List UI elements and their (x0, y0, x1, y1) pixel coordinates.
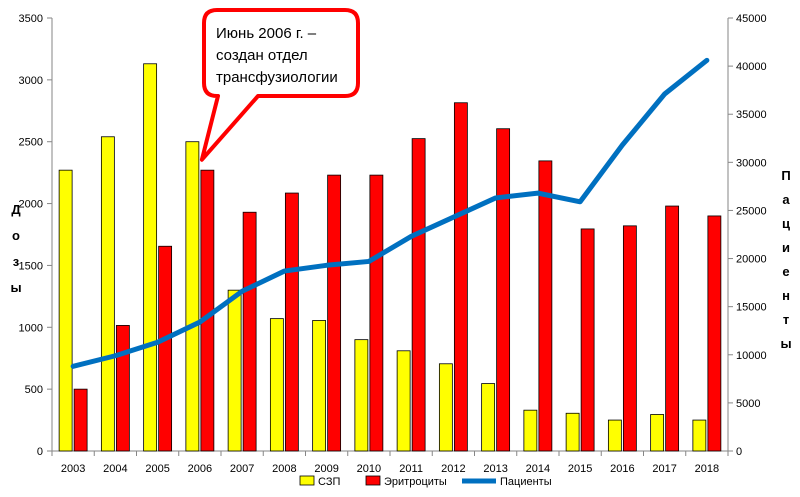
legend: СЗП Эритроциты Пациенты (299, 475, 552, 488)
bar-erythrocytes (707, 215, 722, 452)
axis-title-letter: о (12, 228, 20, 243)
x-tick-label: 2013 (483, 463, 507, 475)
bar-szp (565, 412, 580, 452)
bar-erythrocytes (496, 128, 511, 452)
bar-szp (523, 409, 538, 452)
bar-erythrocytes (73, 388, 88, 452)
patients-line-layer (70, 57, 710, 369)
left-tick-label: 3500 (19, 13, 43, 25)
bar-szp (481, 383, 496, 452)
x-tick-label: 2010 (357, 463, 381, 475)
legend-label: Эритроциты (384, 476, 447, 488)
right-tick-label: 5000 (736, 398, 760, 410)
right-tick-label: 15000 (736, 302, 767, 314)
right-tick-label: 0 (736, 446, 742, 458)
bar-erythrocytes (665, 205, 680, 452)
x-tick-label: 2004 (103, 463, 127, 475)
left-tick-label: 500 (25, 384, 43, 396)
x-tick-label: 2015 (568, 463, 592, 475)
bar-szp (58, 169, 73, 452)
patients-line (70, 57, 710, 369)
left-tick-label: 0 (37, 446, 43, 458)
legend-label: СЗП (318, 476, 340, 488)
x-tick-label: 2018 (695, 463, 719, 475)
left-tick-label: 1500 (19, 260, 43, 272)
callout-text-line: создан отдел (216, 47, 308, 64)
callout-text-line: Июнь 2006 г. – (216, 25, 317, 42)
legend-label: Пациенты (500, 476, 552, 488)
bar-erythrocytes (115, 325, 130, 452)
x-tick-label: 2006 (188, 463, 212, 475)
bar-szp (100, 136, 115, 452)
right-tick-label: 40000 (736, 61, 767, 73)
bar-erythrocytes (327, 174, 342, 452)
bars (58, 63, 722, 452)
x-tick-label: 2003 (61, 463, 85, 475)
bar-szp (396, 350, 411, 452)
left-tick-label: 2000 (19, 199, 43, 211)
right-tick-label: 45000 (736, 13, 767, 25)
right-tick-label: 30000 (736, 157, 767, 169)
axis-title-letter: з (13, 254, 20, 269)
x-tick-label: 2011 (399, 463, 423, 475)
right-axis-title: Пациенты (780, 168, 791, 351)
axis-title-letter: и (782, 240, 790, 255)
bar-szp (692, 419, 707, 452)
bar-szp (143, 63, 158, 452)
x-tick-label: 2017 (652, 463, 676, 475)
bar-erythrocytes (284, 192, 299, 452)
bar-erythrocytes (622, 225, 637, 452)
x-tick-label: 2005 (145, 463, 169, 475)
right-tick-label: 35000 (736, 109, 767, 121)
axis-title-letter: ы (780, 336, 791, 351)
left-tick-label: 2500 (19, 137, 43, 149)
left-tick-label: 3000 (19, 75, 43, 87)
bar-erythrocytes (580, 228, 595, 452)
left-tick-label: 1000 (19, 322, 43, 334)
axis-title-letter: ы (10, 280, 21, 295)
axis-title-letter: а (782, 192, 790, 207)
bar-szp (354, 339, 369, 452)
bar-szp (185, 141, 200, 452)
x-tick-label: 2012 (441, 463, 465, 475)
x-tick-label: 2009 (314, 463, 338, 475)
callout-text-line: трансфузиологии (216, 69, 338, 86)
axis-title-letter: т (783, 312, 789, 327)
axes: 0500100015002000250030003500050001000015… (10, 13, 791, 475)
legend-swatch (299, 475, 315, 486)
bar-szp (227, 289, 242, 452)
legend-swatch (365, 475, 381, 486)
axis-title-letter: е (782, 264, 789, 279)
x-tick-label: 2014 (526, 463, 550, 475)
x-tick-label: 2008 (272, 463, 296, 475)
right-tick-label: 10000 (736, 350, 767, 362)
axis-title-letter: н (782, 288, 790, 303)
bar-szp (312, 320, 327, 452)
axis-title-letter: П (781, 168, 790, 183)
bar-erythrocytes (411, 138, 426, 452)
bar-szp (269, 318, 284, 452)
bar-szp (650, 414, 665, 452)
axis-title-letter: ц (782, 216, 790, 231)
bar-erythrocytes (538, 160, 553, 452)
bar-szp (438, 363, 453, 452)
right-tick-label: 25000 (736, 205, 767, 217)
x-tick-label: 2007 (230, 463, 254, 475)
bar-erythrocytes (453, 102, 468, 452)
right-tick-label: 20000 (736, 254, 767, 266)
bar-szp (607, 419, 622, 452)
bar-erythrocytes (242, 211, 257, 452)
bar-erythrocytes (158, 245, 173, 452)
bar-erythrocytes (369, 174, 384, 452)
callout-bubble (199, 8, 360, 162)
axis-title-letter: Д (11, 202, 21, 217)
x-tick-label: 2016 (610, 463, 634, 475)
annotation-callout: Июнь 2006 г. – создан отдел трансфузиологи… (199, 8, 360, 162)
